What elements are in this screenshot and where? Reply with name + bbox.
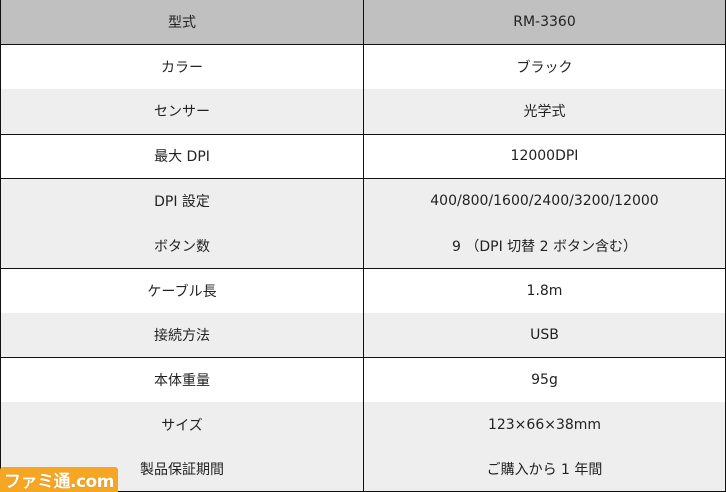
spec-row: センサー 光学式 (0, 89, 726, 135)
spec-label: DPI 設定 (0, 178, 364, 224)
spec-label: サイズ (0, 402, 364, 447)
spec-value: 95g (363, 357, 726, 403)
spec-value: ご購入から 1 年間 (363, 446, 726, 492)
spec-row: 最大 DPI 12000DPI (0, 134, 726, 180)
spec-label: 接続方法 (0, 312, 364, 358)
spec-label: 本体重量 (0, 357, 364, 403)
spec-value: 400/800/1600/2400/3200/12000 (363, 178, 726, 224)
spec-value: ブラック (363, 44, 726, 90)
watermark-logo: ファミ通.com (0, 467, 118, 492)
spec-row: 型式 RM-3360 (0, 0, 726, 46)
spec-value: 12000DPI (363, 134, 726, 180)
spec-label: 最大 DPI (0, 134, 364, 180)
spec-label: カラー (0, 44, 364, 90)
spec-value: RM-3360 (363, 0, 726, 46)
spec-value: 123×66×38mm (363, 402, 726, 447)
spec-row: 接続方法 USB (0, 312, 726, 358)
spec-value: 光学式 (363, 89, 726, 135)
spec-row: 本体重量 95g (0, 357, 726, 403)
spec-label: 型式 (0, 0, 364, 46)
spec-row: ボタン数 9 （DPI 切替 2 ボタン含む） (0, 223, 726, 269)
spec-value: USB (363, 312, 726, 358)
spec-label: センサー (0, 89, 364, 135)
spec-value: 9 （DPI 切替 2 ボタン含む） (363, 223, 726, 269)
spec-row: ケーブル長 1.8m (0, 268, 726, 313)
spec-row: サイズ 123×66×38mm (0, 402, 726, 447)
spec-row: カラー ブラック (0, 44, 726, 90)
spec-value: 1.8m (363, 268, 726, 313)
spec-label: ケーブル長 (0, 268, 364, 313)
spec-row: DPI 設定 400/800/1600/2400/3200/12000 (0, 178, 726, 224)
spec-label: ボタン数 (0, 223, 364, 269)
